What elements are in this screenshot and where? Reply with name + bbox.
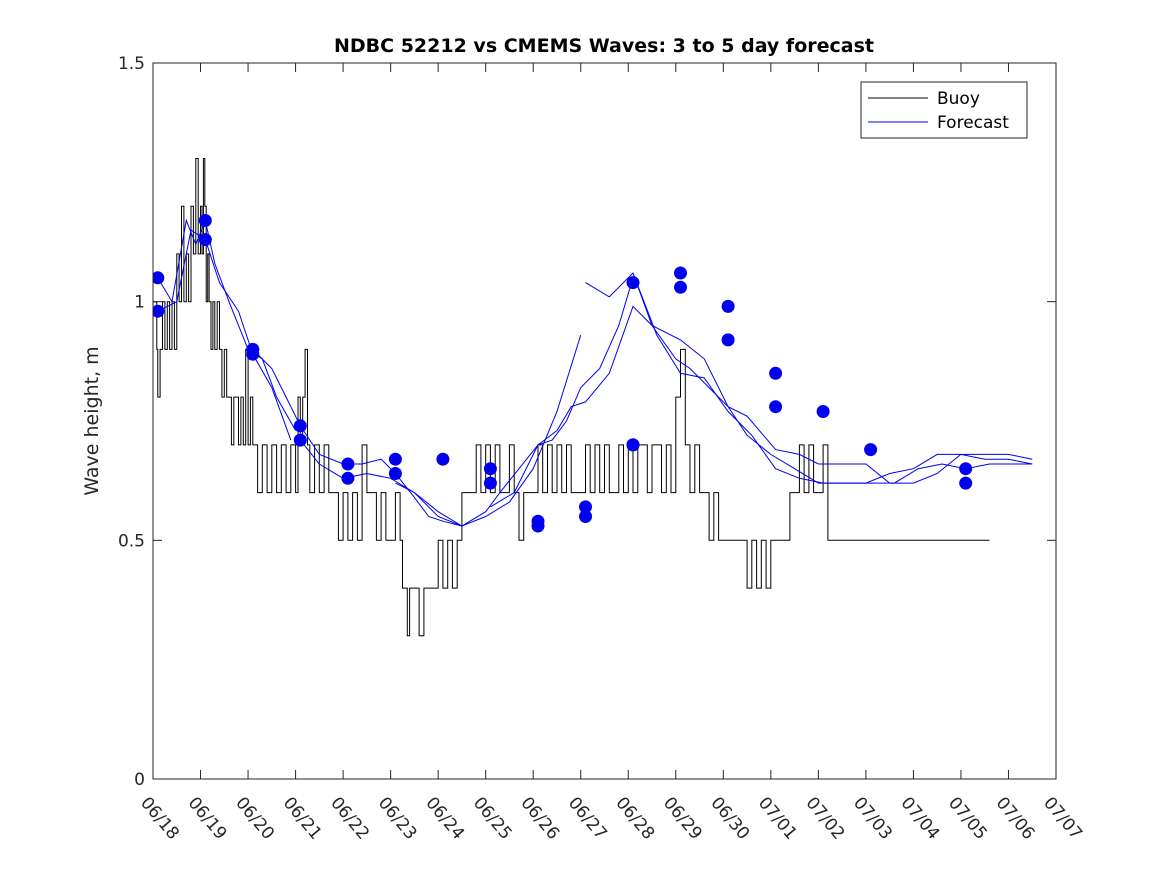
forecast-marker <box>769 400 783 414</box>
y-tick-label: 1 <box>134 293 145 313</box>
forecast-marker <box>674 280 687 294</box>
legend-buoy-label: Buoy <box>937 89 980 109</box>
forecast-marker <box>153 304 165 318</box>
forecast-marker <box>388 467 402 480</box>
series-group <box>153 158 1033 637</box>
forecast-marker <box>483 476 497 490</box>
forecast-marker <box>626 438 640 452</box>
forecast-line-1 <box>157 218 297 431</box>
chart-title: NDBC 52212 vs CMEMS Waves: 3 to 5 day fo… <box>334 35 874 57</box>
y-tick-label: 0 <box>134 770 145 790</box>
forecast-marker <box>864 443 878 457</box>
forecast-marker <box>293 419 307 433</box>
forecast-marker <box>816 405 830 418</box>
plot-area: 06/18 06/19 06/20 06/21 06/22 06/23 06/24 06/25… <box>118 54 1086 844</box>
forecast-marker <box>674 266 687 280</box>
forecast-marker <box>721 333 735 347</box>
forecast-marker <box>153 271 165 285</box>
forecast-marker <box>293 433 307 447</box>
forecast-marker <box>341 457 355 471</box>
forecast-line-5 <box>395 277 634 527</box>
forecast-marker <box>436 452 450 466</box>
forecast-marker <box>769 366 783 380</box>
forecast-marker <box>531 514 545 528</box>
y-axis-label: Wave height, m <box>81 346 103 495</box>
legend-box <box>860 81 1028 139</box>
forecast-marker <box>579 500 592 514</box>
y-tick-label: 1.5 <box>118 54 145 74</box>
legend-forecast-label: Forecast <box>937 113 1009 133</box>
forecast-marker <box>721 299 735 313</box>
forecast-marker <box>626 276 640 290</box>
plot-background <box>153 63 1056 779</box>
y-tick-label: 0.5 <box>118 531 145 551</box>
forecast-marker <box>198 214 212 227</box>
forecast-marker <box>198 233 212 247</box>
forecast-marker <box>246 347 260 361</box>
forecast-marker <box>959 462 973 476</box>
forecast-marker <box>579 510 592 523</box>
forecast-marker <box>388 452 402 466</box>
axes-box <box>152 62 1057 780</box>
forecast-line-2 <box>157 229 292 441</box>
forecast-marker <box>959 476 973 490</box>
forecast-line-7 <box>585 272 1033 484</box>
buoy-line <box>153 158 990 637</box>
forecast-marker <box>341 471 355 485</box>
forecast-marker <box>483 462 497 476</box>
forecast-line-3 <box>252 349 463 527</box>
legend: Buoy Forecast <box>860 81 1028 139</box>
